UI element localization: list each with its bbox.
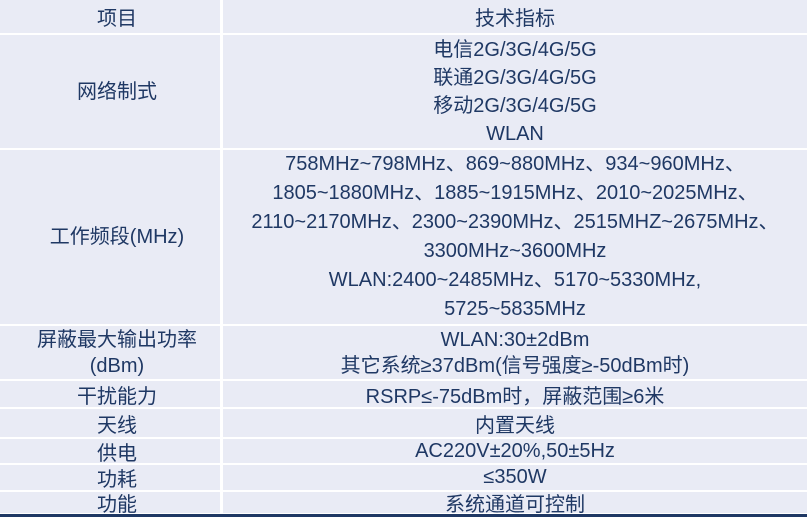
cell-line: 3300MHz~3600MHz	[423, 240, 607, 262]
cell-line: ≤350W	[483, 466, 547, 488]
header-cell-spec: 技术指标	[223, 0, 807, 33]
cell-line: 功能	[97, 494, 137, 513]
cell-line: WLAN:2400~2485MHz、5170~5330MHz,	[328, 269, 702, 291]
cell-line: 1805~1880MHz、1885~1915MHz、2010~2025MHz、	[272, 182, 758, 204]
table-row: 供电 AC220V±20%,50±5Hz	[0, 439, 807, 463]
row-label-cell: 天线	[0, 409, 220, 437]
table-row: 天线 内置天线	[0, 409, 807, 437]
header-cell-item: 项目	[0, 0, 220, 33]
cell-line: 移动2G/3G/4G/5G	[433, 94, 597, 117]
cell-line: AC220V±20%,50±5Hz	[415, 439, 615, 462]
row-value-cell: 系统通道可控制	[223, 492, 807, 513]
cell-line: 联通2G/3G/4G/5G	[433, 66, 597, 89]
row-value-cell: 758MHz~798MHz、869~880MHz、934~960MHz、 1805…	[223, 150, 807, 324]
cell-line: 758MHz~798MHz、869~880MHz、934~960MHz、	[285, 153, 745, 175]
cell-line: 内置天线	[475, 414, 555, 437]
cell-line: 网络制式	[77, 80, 157, 103]
row-value-cell: RSRP≤-75dBm时，屏蔽范围≥6米	[223, 381, 807, 407]
row-label-cell: 功能	[0, 492, 220, 513]
table-row: 功能 系统通道可控制	[0, 492, 807, 513]
row-label-cell: 干扰能力	[0, 381, 220, 407]
row-label-cell: 功耗	[0, 465, 220, 490]
cell-line: 电信2G/3G/4G/5G	[433, 38, 597, 61]
cell-line: 工作频段(MHz)	[49, 225, 185, 248]
row-value-cell: ≤350W	[223, 465, 807, 490]
cell-line: 5725~5835MHz	[444, 298, 586, 320]
table-row: 网络制式 电信2G/3G/4G/5G 联通2G/3G/4G/5G 移动2G/3G/4G…	[0, 35, 807, 148]
cell-line: (dBm)	[89, 354, 145, 377]
header-spec-label: 技术指标	[475, 8, 555, 30]
cell-line: 功耗	[97, 469, 137, 490]
row-label-cell: 屏蔽最大输出功率 (dBm)	[0, 326, 220, 379]
cell-line: 其它系统≥37dBm(信号强度≥-50dBm时)	[340, 354, 690, 377]
row-label-cell: 工作频段(MHz)	[0, 150, 220, 324]
cell-line: 屏蔽最大输出功率	[37, 328, 197, 351]
cell-line: WLAN	[486, 122, 544, 145]
bottom-edge-bar	[0, 514, 807, 517]
cell-line: 2110~2170MHz、2300~2390MHz、2515MHZ~2675MH…	[251, 211, 779, 233]
row-label-cell: 网络制式	[0, 35, 220, 148]
row-value-cell: 内置天线	[223, 409, 807, 437]
cell-line: 供电	[97, 442, 137, 464]
header-row: 项目 技术指标	[0, 0, 807, 33]
row-label-cell: 供电	[0, 439, 220, 463]
header-item-label: 项目	[97, 8, 137, 30]
table-row: 功耗 ≤350W	[0, 465, 807, 490]
row-value-cell: WLAN:30±2dBm 其它系统≥37dBm(信号强度≥-50dBm时)	[223, 326, 807, 379]
table-row: 工作频段(MHz) 758MHz~798MHz、869~880MHz、934~96…	[0, 150, 807, 324]
cell-line: 天线	[97, 414, 137, 437]
cell-line: 干扰能力	[77, 385, 157, 408]
cell-line: RSRP≤-75dBm时，屏蔽范围≥6米	[365, 385, 665, 408]
cell-line: 系统通道可控制	[445, 494, 585, 513]
cell-line: WLAN:30±2dBm	[440, 328, 590, 351]
table-row: 屏蔽最大输出功率 (dBm) WLAN:30±2dBm 其它系统≥37dBm(信号强度…	[0, 326, 807, 379]
row-value-cell: AC220V±20%,50±5Hz	[223, 439, 807, 463]
row-value-cell: 电信2G/3G/4G/5G 联通2G/3G/4G/5G 移动2G/3G/4G/5G W…	[223, 35, 807, 148]
table-row: 干扰能力 RSRP≤-75dBm时，屏蔽范围≥6米	[0, 381, 807, 407]
